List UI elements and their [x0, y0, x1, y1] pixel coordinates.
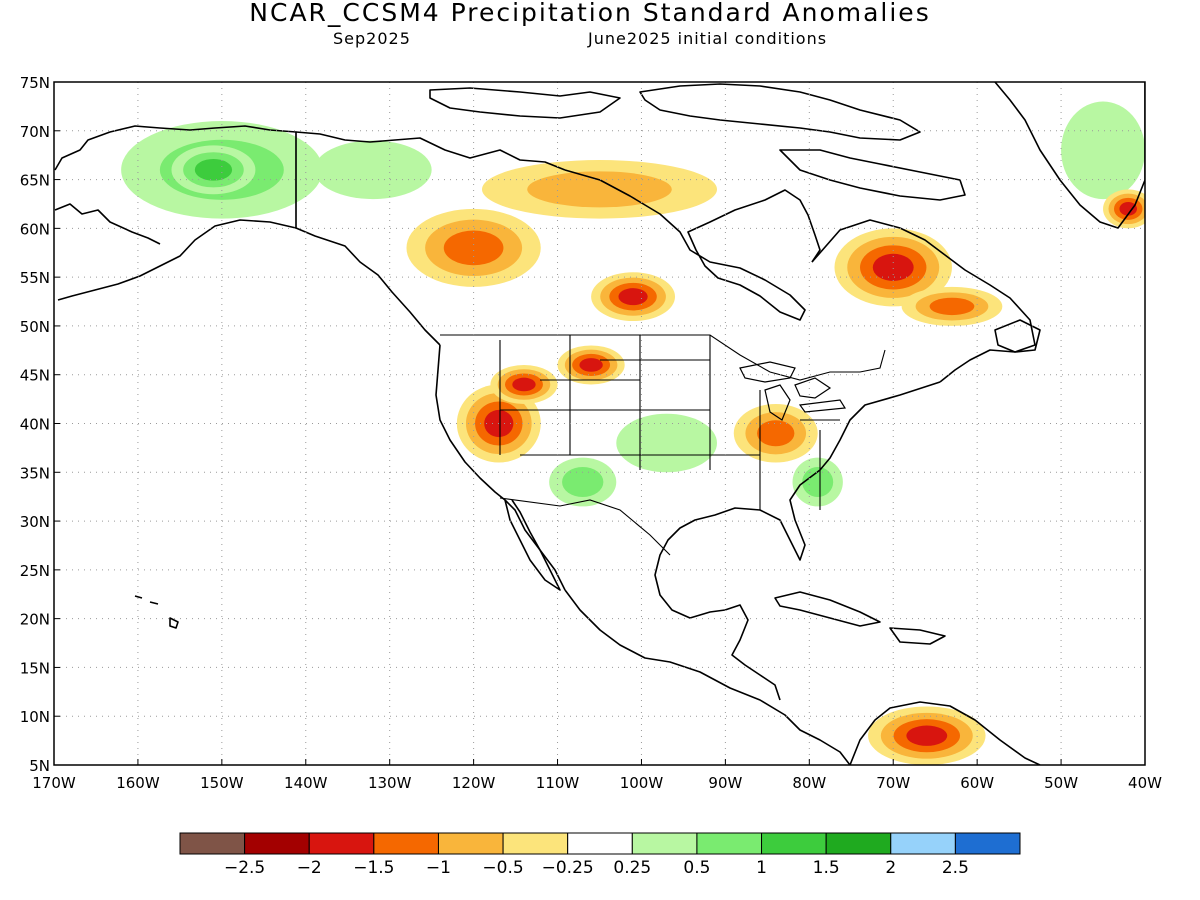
anomaly-greenland-wet-level-1	[1061, 101, 1145, 200]
colorbar-label: 1.5	[813, 858, 840, 878]
colorbar-swatch	[244, 832, 310, 855]
anomaly-new-mexico-wet-level-2	[562, 467, 604, 498]
lat-tick-label: 40N	[20, 416, 50, 434]
colorbar-swatch	[567, 832, 633, 855]
colorbar-swatch	[502, 832, 569, 855]
great-lakes	[739, 361, 847, 421]
anomaly-idaho-dry-level-4	[512, 377, 536, 392]
colorbar-swatch	[631, 832, 698, 855]
lat-tick-label: 65N	[20, 172, 50, 190]
colorbar-swatch	[308, 832, 375, 855]
lat-tick-label: 45N	[20, 367, 50, 385]
lon-tick-label: 50W	[1044, 774, 1078, 792]
colorbar-label: −0.5	[482, 858, 523, 878]
colorbar-label: −1.5	[353, 858, 394, 878]
colorbar-swatch	[373, 832, 439, 855]
anomaly-shading	[121, 101, 1145, 765]
lon-tick-label: 170W	[32, 774, 76, 792]
colorbar-label: 2	[885, 858, 896, 878]
lon-tick-label: 120W	[452, 774, 496, 792]
colorbar-swatch	[179, 832, 246, 855]
lat-tick-label: 35N	[20, 464, 50, 482]
lon-tick-label: 150W	[200, 774, 244, 792]
chart-title: NCAR_CCSM4 Precipitation Standard Anomal…	[249, 0, 931, 27]
lon-tick-label: 140W	[284, 774, 328, 792]
anomaly-montana-dry-level-4	[579, 358, 603, 372]
colorbar-label: 2.5	[942, 858, 969, 878]
anomaly-venezuela-dry-level-4	[906, 725, 948, 746]
anomaly-labrador-dry-level-3	[929, 297, 975, 316]
lon-tick-label: 100W	[620, 774, 664, 792]
colorbar-swatch	[437, 832, 504, 855]
lat-tick-label: 75N	[20, 74, 50, 92]
anomaly-carolina-wet-level-2	[802, 467, 834, 498]
colorbar-swatch	[696, 832, 763, 855]
initial-conditions: June2025 initial conditions	[588, 29, 828, 48]
lat-tick-label: 25N	[20, 562, 50, 580]
lon-tick-label: 130W	[368, 774, 412, 792]
lon-tick-label: 90W	[708, 774, 742, 792]
anomaly-greenland-dry-level-4	[1119, 202, 1137, 216]
colorbar-label: 0.5	[683, 858, 710, 878]
map-area	[54, 82, 1145, 765]
political-borders	[295, 132, 886, 556]
lon-tick-label: 40W	[1128, 774, 1162, 792]
coastlines	[54, 82, 1145, 765]
lat-tick-label: 50N	[20, 318, 50, 336]
anomaly-alaska-core-level-3	[194, 158, 233, 181]
longitude-ticks: 170W 160W 150W 140W 130W 120W 110W 100W 90W 80W 70…	[32, 759, 1162, 792]
anomaly-yukon-wet-level-1	[314, 140, 432, 200]
colorbar-swatch	[890, 832, 956, 855]
lat-tick-label: 55N	[20, 269, 50, 287]
lat-tick-label: 60N	[20, 220, 50, 238]
lat-tick-label: 20N	[20, 611, 50, 629]
lat-tick-label: 70N	[20, 123, 50, 141]
anomaly-plains-wet-level-1	[616, 413, 717, 473]
lat-tick-label: 30N	[20, 513, 50, 531]
colorbar-swatch	[825, 832, 892, 855]
lat-tick-label: 10N	[20, 708, 50, 726]
colorbar-label: 0.25	[613, 858, 651, 878]
anomaly-ohio-valley-dry-level-3	[757, 420, 795, 447]
lat-tick-label: 5N	[29, 757, 50, 775]
target-month: Sep2025	[333, 29, 411, 48]
colorbar-label: −2.5	[224, 858, 265, 878]
colorbar: −2.5 −2 −1.5 −1 −0.5 −0.25 0.25 0.5 1 1.5 2 2.5	[179, 832, 1021, 878]
colorbar-swatch	[954, 832, 1021, 855]
anomaly-bc-dry-level-3	[443, 230, 504, 266]
anomaly-ontario-dry-level-4	[618, 288, 648, 306]
colorbar-label: −0.25	[542, 858, 594, 878]
lon-tick-label: 70W	[876, 774, 910, 792]
lon-tick-label: 160W	[116, 774, 160, 792]
lon-tick-label: 60W	[960, 774, 994, 792]
colorbar-swatch	[761, 832, 827, 855]
colorbar-label: −1	[426, 858, 451, 878]
lon-tick-label: 110W	[536, 774, 580, 792]
lat-tick-label: 15N	[20, 659, 50, 677]
latitude-ticks: 5N 10N 15N 20N 25N 30N 35N 40N 45N 50N 55N 60N 65N 70…	[20, 74, 60, 775]
lon-tick-label: 80W	[792, 774, 826, 792]
anomaly-quebec-dry-level-4	[872, 253, 914, 281]
colorbar-label: 1	[756, 858, 767, 878]
colorbar-label: −2	[297, 858, 322, 878]
anomaly-nw-territories-dry-level-2	[527, 171, 672, 208]
